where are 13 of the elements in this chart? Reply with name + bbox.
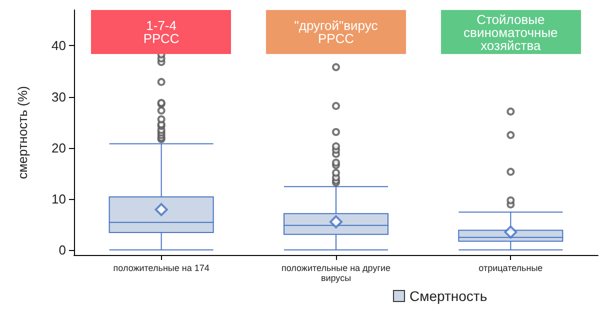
y-axis-title: смертность (%) — [15, 86, 30, 180]
label-box: "другой"вирус РРСС — [266, 10, 406, 54]
y-tick-label: 30 — [52, 89, 66, 104]
legend-label: Смертность — [410, 288, 488, 304]
y-tick-label: 20 — [52, 140, 66, 156]
x-tick-label: положительные на другие вирусы — [281, 263, 391, 283]
x-tick-label: отрицательные — [478, 263, 543, 273]
y-tick-label: 0 — [58, 242, 66, 258]
y-tick-label: 10 — [52, 191, 66, 206]
y-tick-label: 40 — [52, 38, 66, 54]
label-box: Стойловые свиноматочные хозяйства — [440, 10, 581, 54]
x-tick-label: положительные на 174 — [113, 263, 210, 273]
label-box: 1-7-4 РРСС — [91, 10, 232, 54]
